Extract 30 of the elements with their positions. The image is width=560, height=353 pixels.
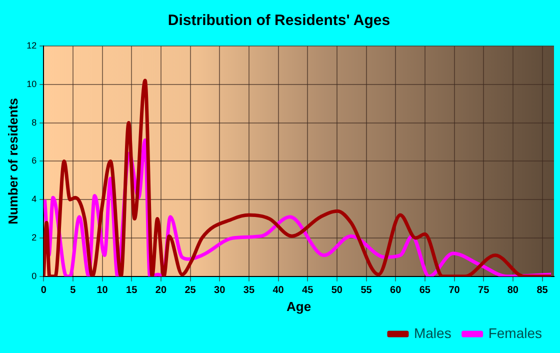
y-tick-label: 6 [32,156,37,166]
legend-label: Females [488,324,542,341]
x-tick-label: 25 [184,285,196,296]
y-tick-label: 8 [32,117,37,128]
x-tick-label: 80 [507,285,519,296]
x-tick-label: 10 [96,285,108,296]
x-tick-label: 75 [478,285,490,296]
x-axis-title: Age [286,298,312,314]
x-tick-label: 20 [155,285,167,296]
x-tick-label: 0 [40,285,47,296]
chart-title: Distribution of Residents' Ages [168,12,390,30]
x-tick-label: 85 [536,285,548,296]
x-tick-label: 5 [70,285,76,296]
x-tick-label: 65 [419,285,431,296]
y-tick-label: 10 [26,78,37,89]
x-tick-label: 55 [360,285,372,296]
legend-label: Males [414,324,452,341]
y-tick-label: 12 [26,40,37,50]
x-tick-label: 70 [448,285,460,296]
y-tick-label: 0 [32,270,37,281]
x-tick-label: 60 [390,285,402,296]
x-tick-label: 40 [272,285,284,296]
x-tick-label: 35 [243,285,255,296]
x-tick-label: 30 [214,285,226,296]
y-axis-title: Number of residents [5,98,20,224]
x-tick-label: 15 [126,285,138,296]
x-tick-label: 45 [302,285,314,296]
y-tick-label: 4 [32,194,37,204]
y-tick-label: 2 [32,232,37,242]
x-tick-label: 50 [331,285,343,296]
